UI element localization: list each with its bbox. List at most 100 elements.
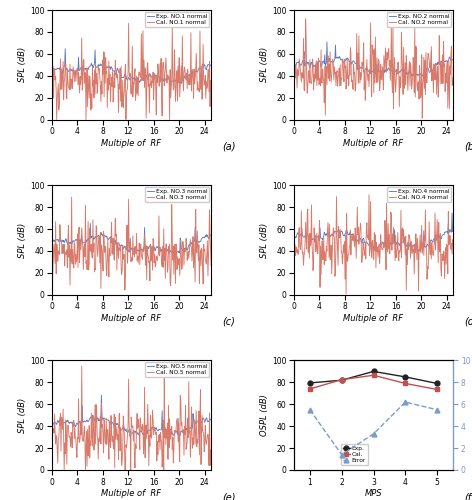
Cal.: [307, 386, 312, 392]
Cal. NO.4 normal: [292, 240, 297, 246]
Cal. NO.2 normal: [426, 57, 432, 63]
Cal. NO.5 normal: [61, 467, 67, 473]
Exp. NO.1 normal: [62, 46, 68, 52]
Cal. NO.5 normal: [49, 434, 55, 440]
Exp. NO.1 normal: [208, 62, 214, 68]
Exp.: [371, 368, 376, 374]
Cal. NO.4 normal: [437, 246, 442, 252]
Exp. NO.3 normal: [208, 232, 214, 238]
Exp. NO.3 normal: [49, 239, 55, 245]
Cal. NO.2 normal: [386, 46, 392, 52]
Exp. NO.4 normal: [292, 235, 297, 241]
Cal. NO.3 normal: [144, 244, 150, 250]
Cal. NO.3 normal: [148, 242, 153, 248]
Cal. NO.4 normal: [450, 242, 456, 248]
Exp. NO.1 normal: [49, 64, 55, 70]
Y-axis label: SPL (dB): SPL (dB): [260, 47, 269, 82]
Exp. NO.2 normal: [292, 59, 297, 65]
Line: Error: Error: [307, 400, 439, 457]
Exp. NO.2 normal: [426, 69, 432, 75]
Exp. NO.4 normal: [449, 210, 455, 216]
Exp. NO.5 normal: [177, 434, 183, 440]
Cal. NO.2 normal: [389, 78, 395, 84]
Cal. NO.5 normal: [79, 363, 84, 369]
Exp. NO.5 normal: [147, 428, 153, 434]
Cal. NO.4 normal: [387, 250, 393, 256]
Legend: Exp. NO.1 normal, Cal. NO.1 normal: Exp. NO.1 normal, Cal. NO.1 normal: [145, 12, 210, 27]
Cal. NO.1 normal: [49, 74, 55, 80]
Exp. NO.1 normal: [144, 73, 150, 79]
Text: (b): (b): [464, 142, 472, 152]
Exp. NO.4 normal: [386, 242, 392, 248]
Cal. NO.4 normal: [366, 192, 372, 198]
Cal. NO.1 normal: [126, 20, 131, 26]
Legend: Exp. NO.4 normal, Cal. NO.4 normal: Exp. NO.4 normal, Cal. NO.4 normal: [387, 187, 451, 202]
Exp. NO.4 normal: [388, 240, 394, 246]
Exp. NO.2 normal: [387, 66, 392, 72]
Exp. NO.1 normal: [50, 66, 55, 72]
Error: [339, 452, 345, 458]
X-axis label: Multiple of  RF: Multiple of RF: [101, 490, 161, 498]
Exp. NO.1 normal: [185, 72, 190, 78]
Exp.: [339, 377, 345, 383]
X-axis label: Multiple of  RF: Multiple of RF: [344, 314, 404, 323]
Exp. NO.1 normal: [147, 71, 153, 77]
Line: Exp. NO.5 normal: Exp. NO.5 normal: [52, 396, 211, 436]
Cal. NO.2 normal: [437, 32, 442, 38]
Cal. NO.5 normal: [50, 428, 55, 434]
Line: Exp. NO.2 normal: Exp. NO.2 normal: [294, 42, 453, 76]
Exp. NO.1 normal: [194, 69, 200, 75]
Cal.: [403, 380, 408, 386]
Exp. NO.3 normal: [171, 252, 177, 258]
Line: Cal. NO.1 normal: Cal. NO.1 normal: [52, 24, 211, 120]
Exp. NO.3 normal: [144, 245, 150, 251]
Cal. NO.1 normal: [208, 82, 214, 88]
Exp. NO.2 normal: [450, 56, 456, 62]
Cal. NO.4 normal: [389, 231, 395, 237]
Exp. NO.3 normal: [50, 238, 55, 244]
Cal. NO.2 normal: [292, 48, 297, 54]
X-axis label: Multiple of  RF: Multiple of RF: [101, 314, 161, 323]
Cal. NO.4 normal: [387, 231, 392, 237]
Cal. NO.5 normal: [208, 458, 214, 464]
Exp. NO.5 normal: [99, 392, 104, 398]
Exp. NO.4 normal: [385, 241, 391, 247]
Cal. NO.3 normal: [208, 262, 214, 268]
Exp. NO.4 normal: [436, 234, 442, 240]
Cal.: [434, 386, 440, 392]
Cal. NO.2 normal: [291, 69, 297, 75]
Text: (d): (d): [464, 317, 472, 327]
Error: [307, 407, 312, 413]
Exp. NO.2 normal: [409, 73, 415, 79]
Exp. NO.4 normal: [426, 243, 431, 249]
X-axis label: Multiple of  RF: Multiple of RF: [101, 139, 161, 148]
Cal. NO.3 normal: [194, 228, 200, 234]
Cal.: [371, 372, 376, 378]
Cal. NO.5 normal: [144, 422, 150, 428]
Exp. NO.4 normal: [415, 248, 421, 254]
Cal.: [339, 376, 345, 382]
Cal. NO.2 normal: [450, 74, 456, 80]
Text: (e): (e): [222, 492, 236, 500]
Cal. NO.2 normal: [387, 63, 392, 69]
Exp. NO.2 normal: [437, 61, 442, 67]
Exp. NO.5 normal: [194, 419, 200, 425]
Exp. NO.1 normal: [144, 75, 150, 81]
Text: (a): (a): [222, 142, 236, 152]
Line: Exp.: Exp.: [307, 369, 439, 386]
Exp. NO.2 normal: [389, 68, 395, 73]
Line: Cal. NO.3 normal: Cal. NO.3 normal: [52, 197, 211, 290]
Exp. NO.3 normal: [194, 238, 200, 244]
Exp. NO.5 normal: [49, 422, 55, 428]
Exp. NO.3 normal: [144, 246, 150, 252]
Line: Cal.: Cal.: [307, 373, 439, 392]
Cal. NO.1 normal: [145, 60, 151, 66]
Error: [434, 407, 440, 413]
Y-axis label: SPL (dB): SPL (dB): [260, 222, 269, 258]
Cal. NO.5 normal: [194, 436, 200, 442]
Exp.: [434, 380, 440, 386]
Legend: Exp. NO.5 normal, Cal. NO.5 normal: Exp. NO.5 normal, Cal. NO.5 normal: [145, 362, 210, 378]
Line: Exp. NO.3 normal: Exp. NO.3 normal: [52, 224, 211, 254]
Exp. NO.4 normal: [291, 235, 297, 241]
Exp. NO.1 normal: [178, 80, 184, 86]
